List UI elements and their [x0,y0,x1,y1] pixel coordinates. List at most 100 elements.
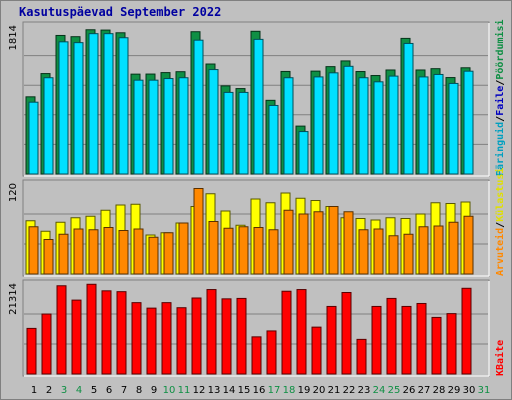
x-axis-label-day-21: 21 [328,385,341,396]
x-axis-label-day-6: 6 [106,385,112,396]
bar-kbaite-day-8 [131,302,142,375]
bar-kbaite-day-23 [356,338,367,375]
bar-faile-day-1 [28,101,39,175]
bar-faile-day-24 [373,81,384,175]
bar-arvuteid-day-29 [448,221,459,275]
bar-kbaite-day-3 [56,285,67,375]
bar-kbaite-day-2 [41,313,52,375]
bar-faile-day-20 [313,76,324,175]
bar-kbaite-day-10 [161,302,172,375]
bar-faile-day-6 [103,33,114,175]
x-axis-label-day-24: 24 [373,385,386,396]
bar-faile-day-22 [343,65,354,175]
bar-kbaite-day-30 [461,287,472,375]
legend-entry: Külastusi [494,168,506,222]
x-axis-label-day-2: 2 [46,385,52,396]
x-axis-label-day-18: 18 [283,385,296,396]
legend-entry: KBaite [494,340,506,376]
x-axis-label-day-31: 31 [478,385,491,396]
bar-faile-day-26 [403,42,414,175]
bar-arvuteid-day-20 [313,211,324,275]
bar-arvuteid-day-19 [298,213,309,275]
bar-kbaite-day-29 [446,313,457,375]
bar-arvuteid-day-30 [463,215,474,275]
x-axis-label-day-3: 3 [61,385,67,396]
x-axis-label-day-13: 13 [208,385,221,396]
x-axis-label-day-11: 11 [178,385,191,396]
panel-3-legend: KBaite [494,340,506,376]
bar-arvuteid-day-23 [358,229,369,275]
bar-arvuteid-day-16 [253,227,264,275]
legend-separator: / [495,116,506,122]
panel-3-ymax-label: 21314 [8,283,19,315]
bar-kbaite-day-1 [26,327,37,375]
x-axis-label-day-9: 9 [151,385,157,396]
x-axis-label-day-29: 29 [448,385,461,396]
bar-faile-day-10 [163,78,174,175]
bar-kbaite-day-19 [296,289,307,375]
x-axis-label-day-15: 15 [238,385,251,396]
bar-arvuteid-day-5 [88,229,99,275]
bar-arvuteid-day-28 [433,225,444,275]
x-axis-label-day-10: 10 [163,385,176,396]
bar-arvuteid-day-11 [178,222,189,275]
x-axis-label-day-1: 1 [31,385,37,396]
x-axis-label-day-7: 7 [121,385,127,396]
bar-kbaite-day-20 [311,326,322,375]
x-axis-label-day-12: 12 [193,385,206,396]
bar-faile-day-7 [118,37,129,175]
bar-arvuteid-day-15 [238,226,249,275]
legend-separator: / [495,80,506,86]
bar-kbaite-day-12 [191,297,202,375]
bar-faile-day-4 [73,42,84,175]
bar-faile-day-9 [148,79,159,175]
x-axis-label-day-30: 30 [463,385,476,396]
bar-kbaite-day-27 [416,302,427,375]
bar-arvuteid-day-9 [148,236,159,275]
bar-faile-day-29 [448,82,459,175]
bar-faile-day-2 [43,77,54,175]
bar-kbaite-day-18 [281,290,292,375]
bar-arvuteid-day-6 [103,227,114,275]
bar-kbaite-day-6 [101,290,112,375]
x-axis-label-day-22: 22 [343,385,356,396]
x-axis-label-day-14: 14 [223,385,236,396]
legend-entry: Päringuid [494,122,506,176]
bar-kbaite-day-13 [206,289,217,375]
bar-faile-day-28 [433,73,444,175]
bar-arvuteid-day-7 [118,230,129,275]
bar-arvuteid-day-27 [418,226,429,275]
bar-arvuteid-day-1 [28,226,39,275]
bar-kbaite-day-5 [86,283,97,375]
x-axis-label-day-16: 16 [253,385,266,396]
bar-faile-day-17 [268,104,279,175]
bar-arvuteid-day-14 [223,227,234,275]
bar-arvuteid-day-21 [328,206,339,275]
x-axis-label-day-20: 20 [313,385,326,396]
x-axis-label-day-4: 4 [76,385,82,396]
bar-faile-day-19 [298,131,309,175]
bar-arvuteid-day-18 [283,209,294,275]
x-axis-label-day-8: 8 [136,385,142,396]
panel-1-ymax-label: 1814 [8,25,19,50]
bar-arvuteid-day-22 [343,211,354,275]
bar-kbaite-day-11 [176,307,187,375]
x-axis-label-day-28: 28 [433,385,446,396]
panel-1-legend: Päringuid/Faile/Pöördumisi [494,19,506,176]
bar-faile-day-15 [238,91,249,175]
bar-arvuteid-day-25 [388,235,399,275]
bar-faile-day-18 [283,77,294,175]
bar-arvuteid-day-13 [208,221,219,275]
bar-arvuteid-day-3 [58,233,69,275]
bar-faile-day-12 [193,39,204,175]
bar-faile-day-8 [133,79,144,175]
bar-faile-day-16 [253,38,264,175]
bar-kbaite-day-24 [371,305,382,375]
bar-kbaite-day-22 [341,292,352,375]
x-axis-label-day-25: 25 [388,385,401,396]
x-axis-label-day-17: 17 [268,385,281,396]
bar-kbaite-day-14 [221,298,232,375]
bar-faile-day-21 [328,72,339,175]
bar-kbaite-day-21 [326,305,337,375]
